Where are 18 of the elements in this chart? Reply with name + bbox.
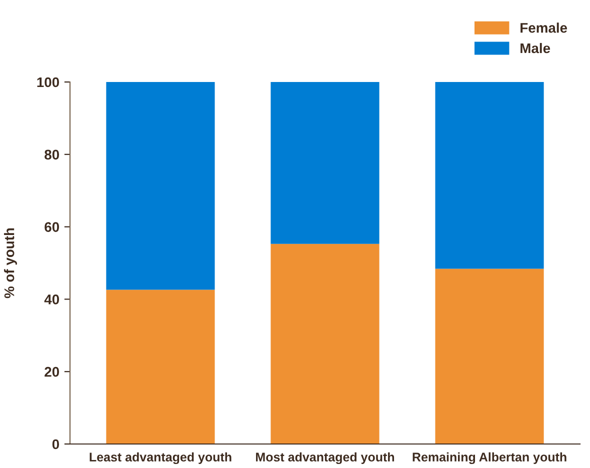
x-tick-label: Least advantaged youth [90, 452, 232, 464]
y-tick-label: 100 [37, 77, 60, 88]
bar [270, 82, 380, 244]
bar [106, 82, 215, 290]
y-axis-title: % of youth [4, 228, 17, 298]
bar [270, 244, 380, 444]
y-tick-label: 80 [44, 150, 60, 160]
x-tick-label: Remaining Albertan youth [412, 452, 566, 464]
y-tick-label: 20 [44, 366, 60, 377]
y-tick-label: 40 [44, 294, 60, 304]
x-tick-label: Most advantaged youth [256, 452, 394, 464]
bar [106, 290, 215, 444]
bar [435, 268, 544, 444]
y-tick-label: 60 [44, 222, 60, 232]
bar [435, 82, 544, 269]
legend-label: Female [520, 22, 568, 33]
y-tick-label: 0 [52, 439, 60, 450]
legend-label: Male [520, 42, 550, 54]
